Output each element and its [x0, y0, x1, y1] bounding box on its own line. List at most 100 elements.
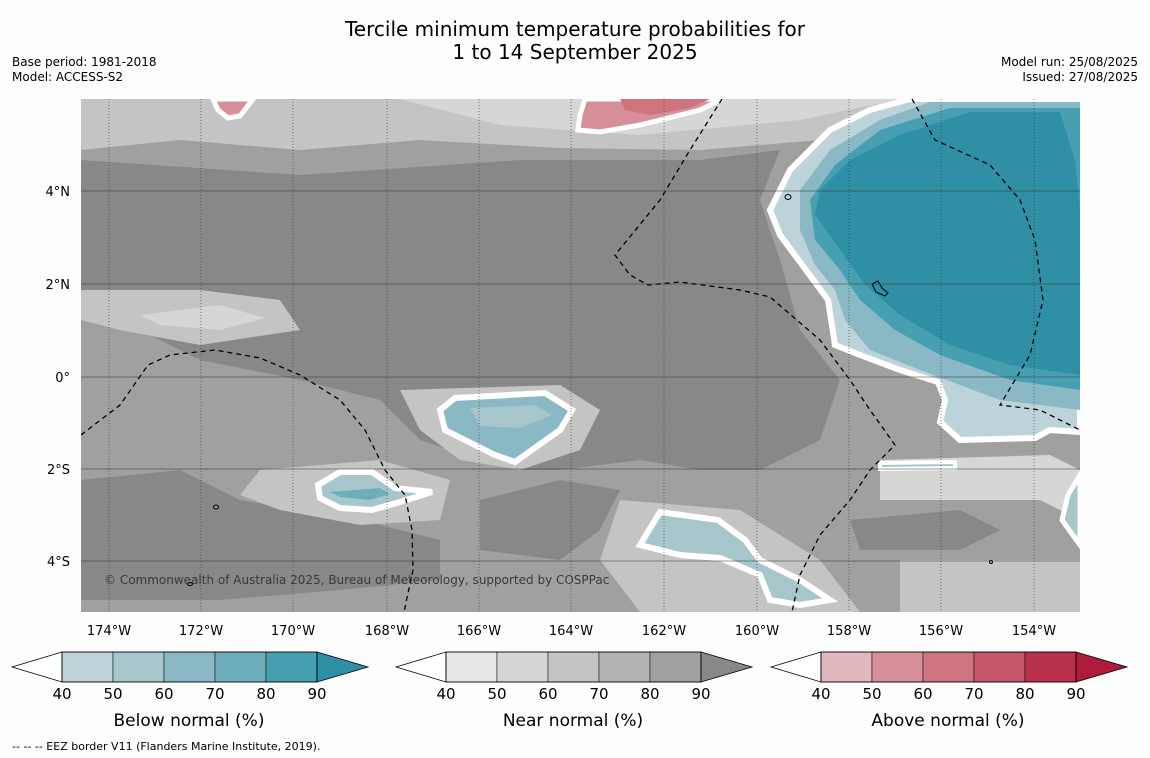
colorbar-near: 40 50 60 70 80 90 Near normal (%) — [394, 651, 754, 731]
eez-borders — [81, 99, 1080, 612]
lat-tick-label: 0° — [55, 371, 70, 386]
tick-labels: 174°W 172°W 170°W 168°W 166°W 164°W 162°W 160°W… — [46, 185, 1057, 639]
lon-tick-label: 170°W — [271, 624, 315, 639]
colorbar-tick: 50 — [487, 685, 506, 703]
near-normal-50-east — [880, 455, 1080, 520]
colorbar-cell — [445, 651, 498, 683]
near-normal-90-southeast — [850, 510, 1000, 550]
lon-tick-label: 158°W — [827, 624, 871, 639]
colorbar-left-extend — [769, 651, 822, 683]
above-normal-patch-west — [210, 99, 257, 121]
eez-border-east — [614, 99, 896, 612]
colorbar-tick: 40 — [52, 685, 71, 703]
lon-tick-label: 168°W — [365, 624, 409, 639]
base-period: Base period: 1981-2018 — [12, 55, 157, 69]
colorbar-above: 40 50 60 70 80 90 Above normal (%) — [769, 651, 1129, 731]
colorbar-tick: 90 — [307, 685, 326, 703]
meta-left: Base period: 1981-2018 Model: ACCESS-S2 — [12, 55, 157, 85]
footer-note: -- -- -- EEZ border V11 (Flanders Marine… — [12, 740, 321, 753]
colorbar-tick: 70 — [964, 685, 983, 703]
chart-title: Tercile minimum temperature probabilitie… — [0, 18, 1150, 64]
colorbar-cell — [871, 651, 924, 683]
colorbar-label: Near normal (%) — [503, 711, 643, 731]
colorbar-cell — [649, 651, 702, 683]
colorbar-below: 40 50 60 70 80 90 Below normal (%) — [10, 651, 370, 731]
colorbar-cell — [820, 651, 873, 683]
title-line-2: 1 to 14 September 2025 — [452, 40, 698, 64]
colorbar-right-extend — [700, 651, 754, 683]
eez-border-west — [81, 349, 414, 612]
colorbar-frame — [445, 651, 702, 683]
title-line-1: Tercile minimum temperature probabilitie… — [344, 17, 806, 41]
below-normal-patch-east — [1059, 470, 1080, 550]
colorbar-tick: 50 — [103, 685, 122, 703]
issued-date: Issued: 27/08/2025 — [1022, 70, 1138, 84]
lon-tick-label: 156°W — [919, 624, 963, 639]
lat-tick-label: 2°N — [46, 278, 71, 293]
colorbar-tick: 50 — [862, 685, 881, 703]
model-run: Model run: 25/08/2025 — [1000, 55, 1138, 69]
colorbar-tick: 80 — [1015, 685, 1034, 703]
lat-tick-label: 4°S — [47, 555, 70, 570]
above-normal-60-core — [620, 99, 710, 115]
below-normal-patch-center-inner — [470, 405, 552, 428]
colorbar-tick: 70 — [205, 685, 224, 703]
colorbar-cell — [112, 651, 165, 683]
near-normal-90-southwest — [81, 470, 440, 600]
eez-border-far-east — [911, 99, 1080, 431]
colorbar-cell — [163, 651, 216, 683]
near-normal-90-region — [81, 150, 840, 480]
colorbar-cell — [598, 651, 651, 683]
below-normal-90-region — [815, 112, 1080, 375]
colorbar-cell — [61, 651, 114, 683]
colorbar-tick: 80 — [256, 685, 275, 703]
colorbar-right-extend — [316, 651, 370, 683]
colorbar-cell — [547, 651, 600, 683]
colorbar-tick: 40 — [811, 685, 830, 703]
colorbar-cell — [214, 651, 267, 683]
below-normal-patch-southcenter — [635, 508, 838, 609]
colorbar-tick: 90 — [691, 685, 710, 703]
colorbars: 40 50 60 70 80 90 Below normal (%) 40 50 60 70 80 90… — [10, 651, 1129, 731]
map-field — [81, 99, 1080, 612]
colorbar-tick: 60 — [913, 685, 932, 703]
lon-tick-label: 160°W — [735, 624, 779, 639]
colorbar-tick: 60 — [154, 685, 173, 703]
near-normal-50-west — [140, 305, 265, 330]
lat-tick-label: 4°N — [46, 185, 71, 200]
colorbar-tick: 40 — [436, 685, 455, 703]
colorbar-tick: 70 — [589, 685, 608, 703]
colorbar-tick: 90 — [1066, 685, 1085, 703]
colorbar-right-extend — [1075, 651, 1129, 683]
colorbar-cell — [922, 651, 975, 683]
lon-tick-label: 174°W — [87, 624, 131, 639]
colorbar-cell — [496, 651, 549, 683]
lat-tick-label: 2°S — [47, 463, 70, 478]
lon-tick-label: 154°W — [1012, 624, 1056, 639]
lon-tick-label: 172°W — [179, 624, 223, 639]
graticule — [81, 99, 1080, 612]
colorbar-label: Above normal (%) — [871, 711, 1024, 731]
below-normal-strip — [878, 459, 957, 472]
colorbar-tick: 60 — [538, 685, 557, 703]
lon-tick-label: 162°W — [642, 624, 686, 639]
islands — [187, 194, 993, 586]
near-normal-90-south — [480, 480, 620, 560]
colorbar-left-extend — [394, 651, 447, 683]
colorbar-tick: 80 — [640, 685, 659, 703]
below-normal-patch-southwest-inner — [330, 488, 390, 500]
model-name: Model: ACCESS-S2 — [12, 70, 124, 84]
colorbar-cell — [973, 651, 1026, 683]
colorbar-cell — [1024, 651, 1077, 683]
colorbar-frame — [820, 651, 1077, 683]
colorbar-cell — [265, 651, 318, 683]
colorbar-frame — [61, 651, 318, 683]
colorbar-label: Below normal (%) — [114, 711, 265, 731]
lon-tick-label: 164°W — [549, 624, 593, 639]
copyright-text: © Commonwealth of Australia 2025, Bureau… — [104, 573, 609, 587]
lon-tick-label: 166°W — [457, 624, 501, 639]
meta-right: Model run: 25/08/2025 Issued: 27/08/2025 — [1001, 55, 1138, 85]
colorbar-left-extend — [10, 651, 63, 683]
near-normal-60-southeast — [900, 560, 1080, 612]
